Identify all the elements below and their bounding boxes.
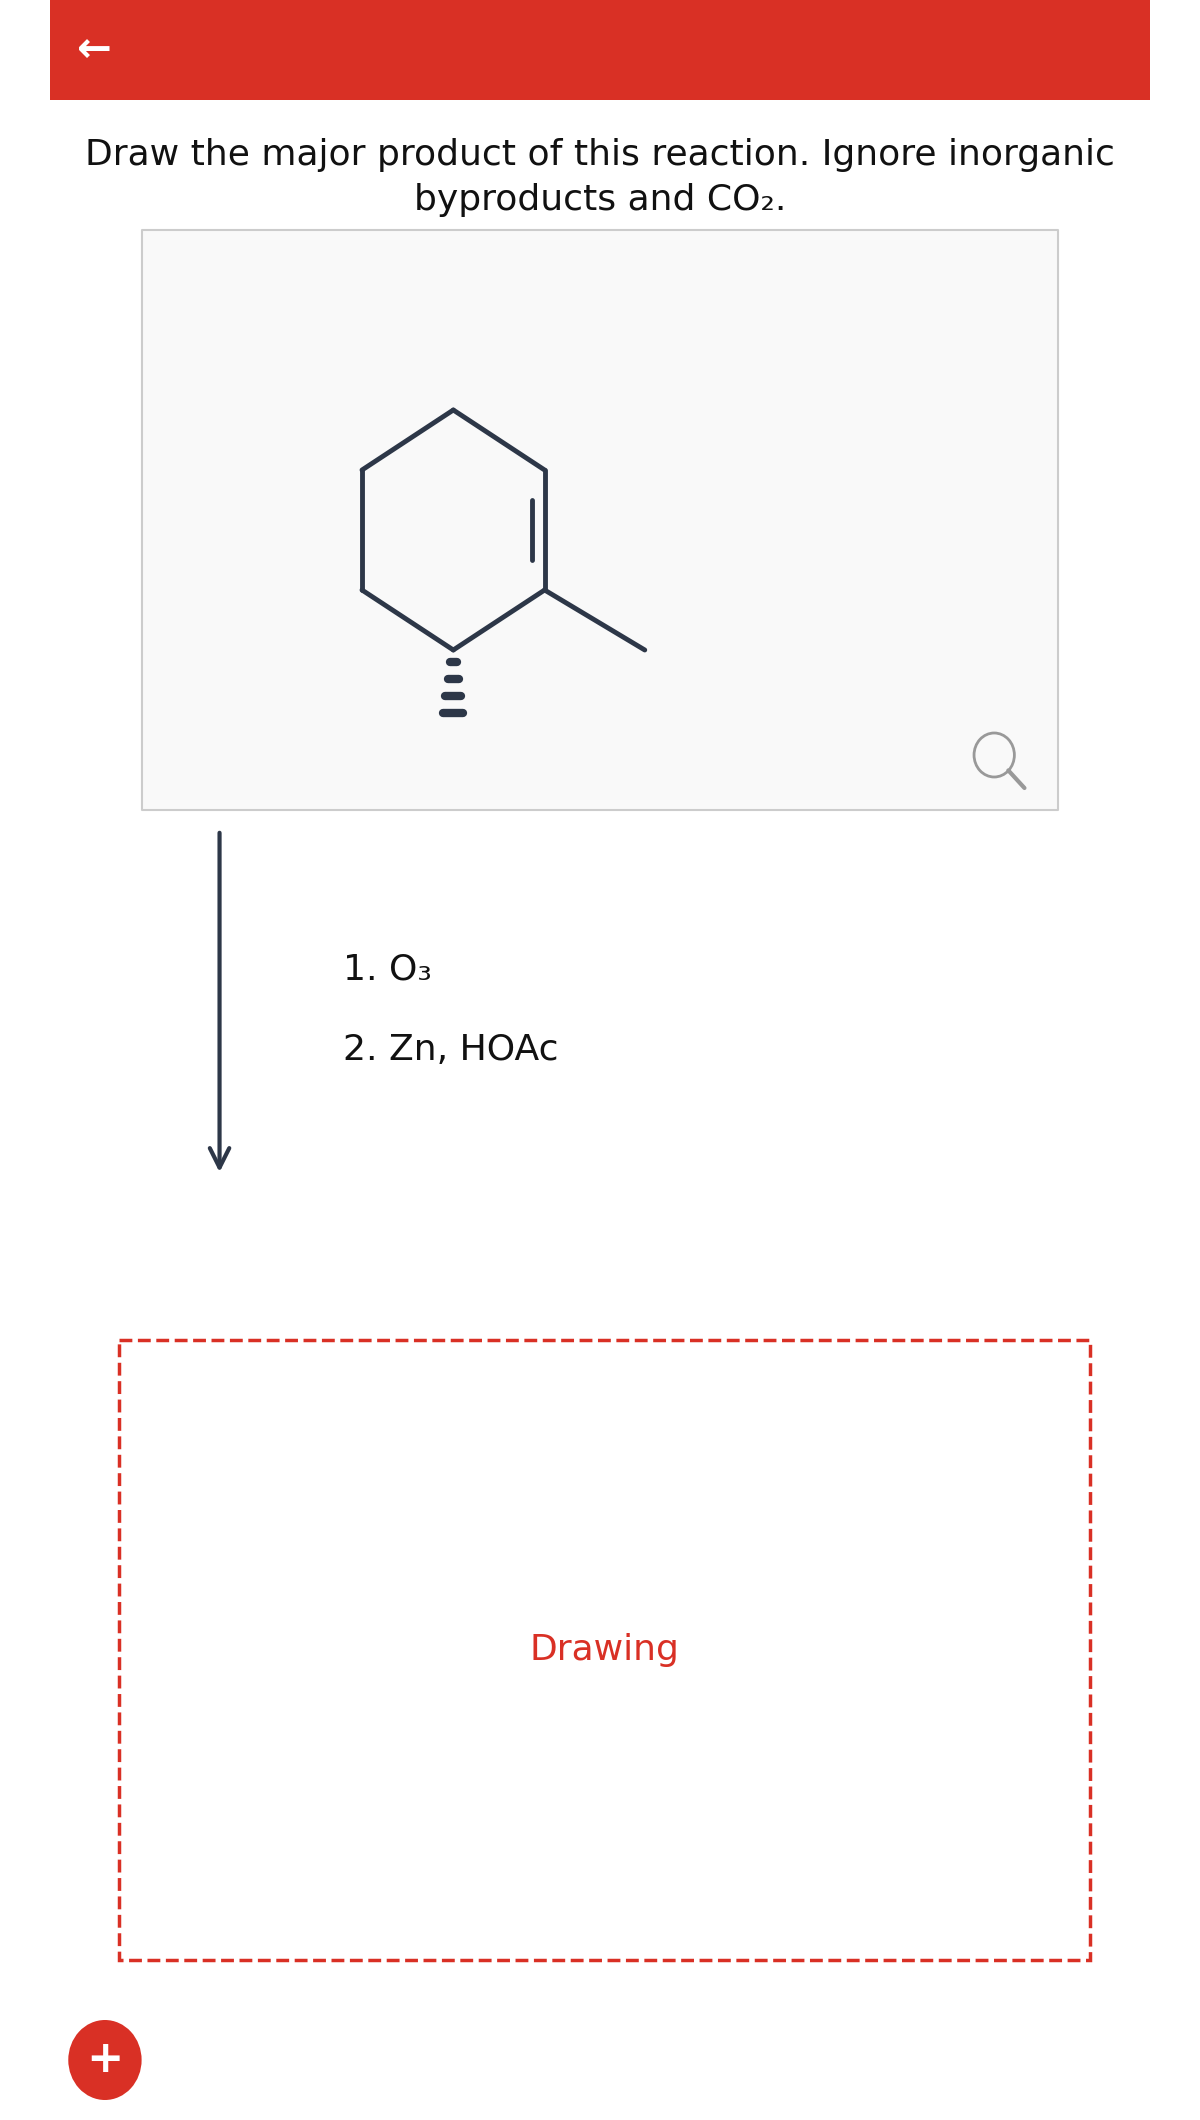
Circle shape	[68, 2020, 142, 2101]
Text: Draw the major product of this reaction. Ignore inorganic: Draw the major product of this reaction.…	[85, 138, 1115, 172]
Text: Drawing: Drawing	[529, 1632, 679, 1666]
Text: 2. Zn, HOAc: 2. Zn, HOAc	[343, 1032, 559, 1066]
Text: ←: ←	[78, 30, 113, 70]
Text: byproducts and CO₂.: byproducts and CO₂.	[414, 182, 786, 216]
Bar	[50, 0, 1150, 100]
Bar	[142, 229, 1058, 810]
Bar	[119, 1340, 1091, 1961]
Text: 1. O₃: 1. O₃	[343, 954, 432, 988]
Text: +: +	[86, 2039, 124, 2082]
